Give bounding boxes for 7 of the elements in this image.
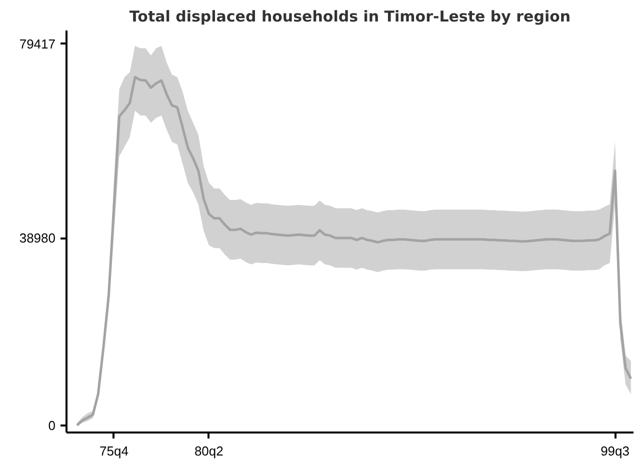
y-tick-label: 38980 [19,230,56,246]
y-tick-label: 79417 [19,36,56,52]
chart-title: Total displaced households in Timor-Leste by region [129,8,571,26]
x-tick-label: 99q3 [600,444,630,458]
x-tick-label: 75q4 [100,444,128,458]
y-tick-label: 0 [48,418,56,433]
x-tick-label: 80q2 [194,444,224,458]
